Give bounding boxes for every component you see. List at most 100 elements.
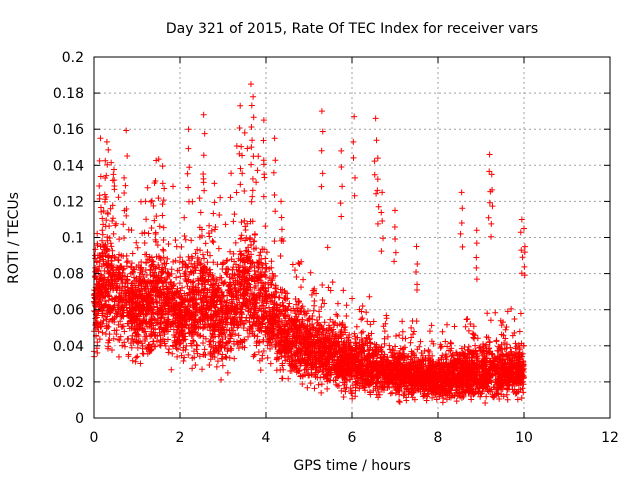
data-point bbox=[182, 236, 189, 243]
data-point bbox=[139, 350, 146, 357]
data-point bbox=[256, 252, 263, 259]
data-point bbox=[439, 399, 446, 406]
data-point bbox=[238, 219, 245, 226]
data-point bbox=[370, 318, 377, 325]
data-point bbox=[200, 179, 207, 186]
data-point bbox=[199, 251, 206, 258]
data-point bbox=[498, 322, 505, 329]
data-point bbox=[174, 346, 181, 353]
data-point bbox=[100, 317, 107, 324]
data-point bbox=[324, 385, 331, 392]
data-point bbox=[487, 317, 494, 324]
data-point bbox=[230, 218, 237, 225]
data-point bbox=[94, 240, 101, 247]
data-point bbox=[318, 304, 325, 311]
data-point bbox=[229, 267, 236, 274]
data-point bbox=[375, 388, 382, 395]
data-point bbox=[395, 398, 402, 405]
data-point bbox=[174, 353, 181, 360]
data-point bbox=[115, 353, 122, 360]
data-point bbox=[166, 346, 173, 353]
data-point bbox=[216, 212, 223, 219]
data-point bbox=[129, 250, 136, 257]
data-point bbox=[272, 343, 279, 350]
data-point bbox=[241, 129, 248, 136]
data-point bbox=[417, 338, 424, 345]
data-point bbox=[393, 332, 400, 339]
data-point bbox=[428, 338, 435, 345]
data-point bbox=[233, 189, 240, 196]
data-point bbox=[232, 239, 239, 246]
data-point bbox=[443, 321, 450, 328]
data-point bbox=[343, 302, 350, 309]
data-point bbox=[189, 365, 196, 372]
data-point bbox=[511, 315, 518, 322]
data-point bbox=[304, 384, 311, 391]
data-point bbox=[122, 182, 129, 189]
data-point bbox=[101, 267, 108, 274]
data-point bbox=[268, 258, 275, 265]
data-point bbox=[222, 221, 229, 228]
data-point bbox=[134, 353, 141, 360]
data-point bbox=[463, 316, 470, 323]
data-point bbox=[99, 215, 106, 222]
data-point bbox=[228, 170, 235, 177]
data-point bbox=[251, 267, 258, 274]
data-point bbox=[200, 255, 207, 262]
data-point bbox=[164, 255, 171, 262]
data-point bbox=[235, 332, 242, 339]
data-point bbox=[453, 398, 460, 405]
data-point bbox=[237, 262, 244, 269]
data-point bbox=[115, 194, 122, 201]
data-point bbox=[253, 179, 260, 186]
data-point bbox=[496, 396, 503, 403]
data-point bbox=[145, 230, 152, 237]
data-point bbox=[493, 338, 500, 345]
data-point bbox=[181, 233, 188, 240]
data-point bbox=[159, 246, 166, 253]
data-point bbox=[449, 351, 456, 358]
data-point bbox=[198, 260, 205, 267]
data-point bbox=[503, 391, 510, 398]
data-point bbox=[442, 338, 449, 345]
data-point bbox=[177, 273, 184, 280]
data-point bbox=[173, 345, 180, 352]
data-point bbox=[381, 335, 388, 342]
data-point bbox=[194, 342, 201, 349]
data-point bbox=[190, 278, 197, 285]
data-point bbox=[353, 323, 360, 330]
data-point bbox=[197, 247, 204, 254]
data-point bbox=[206, 361, 213, 368]
data-point bbox=[342, 388, 349, 395]
data-point bbox=[492, 309, 499, 316]
data-point bbox=[340, 287, 347, 294]
data-point bbox=[516, 328, 523, 335]
data-point bbox=[94, 230, 101, 237]
data-point bbox=[367, 321, 374, 328]
data-point bbox=[94, 349, 101, 356]
data-point bbox=[262, 255, 269, 262]
data-point bbox=[462, 323, 469, 330]
data-point bbox=[109, 177, 116, 184]
data-point bbox=[333, 381, 340, 388]
data-point bbox=[172, 237, 179, 244]
data-point bbox=[520, 389, 527, 396]
data-point bbox=[109, 217, 116, 224]
data-point bbox=[117, 333, 124, 340]
data-point bbox=[123, 252, 130, 259]
data-point bbox=[213, 363, 220, 370]
data-point bbox=[233, 142, 240, 149]
data-point bbox=[197, 209, 204, 216]
data-point bbox=[272, 285, 279, 292]
data-point bbox=[121, 343, 128, 350]
data-point bbox=[260, 303, 267, 310]
data-point bbox=[115, 256, 122, 263]
data-point bbox=[176, 280, 183, 287]
data-point bbox=[300, 276, 307, 283]
data-point bbox=[160, 247, 167, 254]
data-point bbox=[217, 194, 224, 201]
data-point bbox=[392, 343, 399, 350]
data-point bbox=[123, 127, 130, 134]
data-point bbox=[161, 185, 168, 192]
data-point bbox=[502, 326, 509, 333]
